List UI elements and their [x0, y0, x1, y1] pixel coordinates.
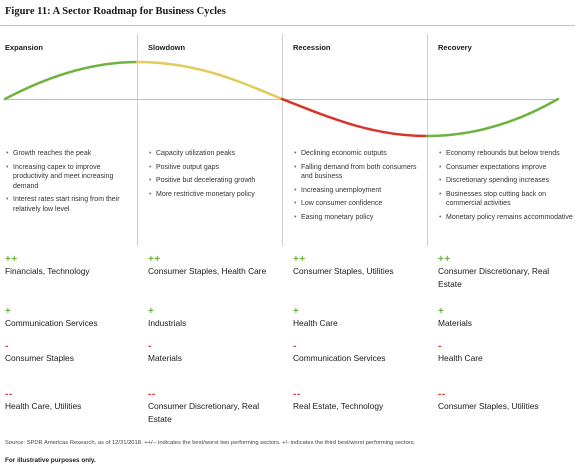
phase-header-expansion: Expansion [5, 43, 43, 52]
curve-segment-recovery [425, 97, 560, 138]
recovery-best-sectors: ++ Consumer Discretionary, Real Estate [438, 254, 573, 291]
illustrative-note: For illustrative purposes only. [5, 457, 96, 464]
sector-list: Health Care, Utilities [5, 401, 82, 411]
list-item: Falling demand from both consumers and b… [293, 163, 423, 182]
best-sign: ++ [5, 254, 18, 265]
third-worst-sign: - [148, 341, 152, 352]
sector-list: Real Estate, Technology [293, 401, 384, 411]
list-item: Economy rebounds but below trends [438, 149, 573, 159]
recession-best-sectors: ++ Consumer Staples, Utilities [293, 254, 408, 278]
column-divider [282, 34, 283, 246]
trend-line [5, 99, 558, 100]
expansion-worst-sectors: -- Health Care, Utilities [5, 389, 130, 413]
third-best-sign: + [5, 306, 12, 317]
sector-list: Industrials [148, 318, 187, 328]
figure-title: Figure 11: A Sector Roadmap for Business… [5, 6, 226, 17]
sector-list: Consumer Staples, Utilities [293, 266, 394, 276]
third-best-sign: + [293, 306, 300, 317]
worst-sign: -- [438, 389, 446, 400]
third-worst-sign: - [438, 341, 442, 352]
list-item: Positive output gaps [148, 163, 278, 173]
list-item: Declining economic outputs [293, 149, 423, 159]
list-item: More restrictive monetary policy [148, 190, 278, 200]
sector-list: Consumer Staples, Utilities [438, 401, 539, 411]
best-sign: ++ [148, 254, 161, 265]
sector-list: Consumer Discretionary, Real Estate [148, 401, 260, 424]
expansion-best-sectors: ++ Financials, Technology [5, 254, 130, 278]
expansion-characteristics: Growth reaches the peak Increasing capex… [5, 149, 133, 218]
source-footnote: Source: SPDR Americas Research, as of 12… [5, 440, 416, 446]
slowdown-characteristics: Capacity utilization peaks Positive outp… [148, 149, 278, 203]
recession-characteristics: Declining economic outputs Falling deman… [293, 149, 423, 226]
expansion-third-best-sector: + Communication Services [5, 306, 135, 330]
recovery-third-best-sector: + Materials [438, 306, 568, 330]
sector-list: Health Care [438, 353, 483, 363]
list-item: Low consumer confidence [293, 199, 423, 209]
slowdown-third-best-sector: + Industrials [148, 306, 273, 330]
recession-third-best-sector: + Health Care [293, 306, 418, 330]
phase-header-recovery: Recovery [438, 43, 472, 52]
sector-list: Financials, Technology [5, 266, 90, 276]
column-divider [137, 34, 138, 246]
sector-list: Health Care [293, 318, 338, 328]
best-sign: ++ [438, 254, 451, 265]
curve-segment-recession [280, 97, 429, 138]
sector-list: Materials [148, 353, 182, 363]
third-worst-sign: - [293, 341, 297, 352]
sector-list: Communication Services [293, 353, 386, 363]
expansion-third-worst-sector: - Consumer Staples [5, 341, 130, 365]
worst-sign: -- [5, 389, 13, 400]
third-best-sign: + [148, 306, 155, 317]
curve-segment-slowdown [135, 60, 284, 101]
phase-header-slowdown: Slowdown [148, 43, 186, 52]
recession-worst-sectors: -- Real Estate, Technology [293, 389, 393, 413]
third-worst-sign: - [5, 341, 9, 352]
recovery-worst-sectors: -- Consumer Staples, Utilities [438, 389, 548, 413]
list-item: Interest rates start rising from their r… [5, 195, 133, 214]
slowdown-third-worst-sector: - Materials [148, 341, 273, 365]
list-item: Increasing capex to improve productivity… [5, 163, 133, 192]
title-divider [0, 25, 575, 26]
list-item: Consumer expectations improve [438, 163, 573, 173]
slowdown-worst-sectors: -- Consumer Discretionary, Real Estate [148, 389, 273, 426]
list-item: Growth reaches the peak [5, 149, 133, 159]
sector-list: Consumer Staples, Health Care [148, 266, 267, 276]
phase-header-recession: Recession [293, 43, 331, 52]
sector-list: Consumer Discretionary, Real Estate [438, 266, 550, 289]
sector-list: Communication Services [5, 318, 98, 328]
column-divider [427, 34, 428, 246]
list-item: Increasing unemployment [293, 186, 423, 196]
list-item: Capacity utilization peaks [148, 149, 278, 159]
sector-list: Materials [438, 318, 472, 328]
list-item: Businesses stop cutting back on commerci… [438, 190, 573, 209]
recovery-third-worst-sector: - Health Care [438, 341, 568, 365]
recovery-characteristics: Economy rebounds but below trends Consum… [438, 149, 573, 226]
slowdown-best-sectors: ++ Consumer Staples, Health Care [148, 254, 268, 278]
list-item: Monetary policy remains accommodative [438, 213, 573, 223]
worst-sign: -- [148, 389, 156, 400]
third-best-sign: + [438, 306, 445, 317]
sector-list: Consumer Staples [5, 353, 74, 363]
best-sign: ++ [293, 254, 306, 265]
list-item: Discretionary spending increases [438, 176, 573, 186]
curve-segment-expansion [3, 60, 139, 101]
recession-third-worst-sector: - Communication Services [293, 341, 393, 365]
list-item: Positive but decelerating growth [148, 176, 278, 186]
list-item: Easing monetary policy [293, 213, 423, 223]
worst-sign: -- [293, 389, 301, 400]
